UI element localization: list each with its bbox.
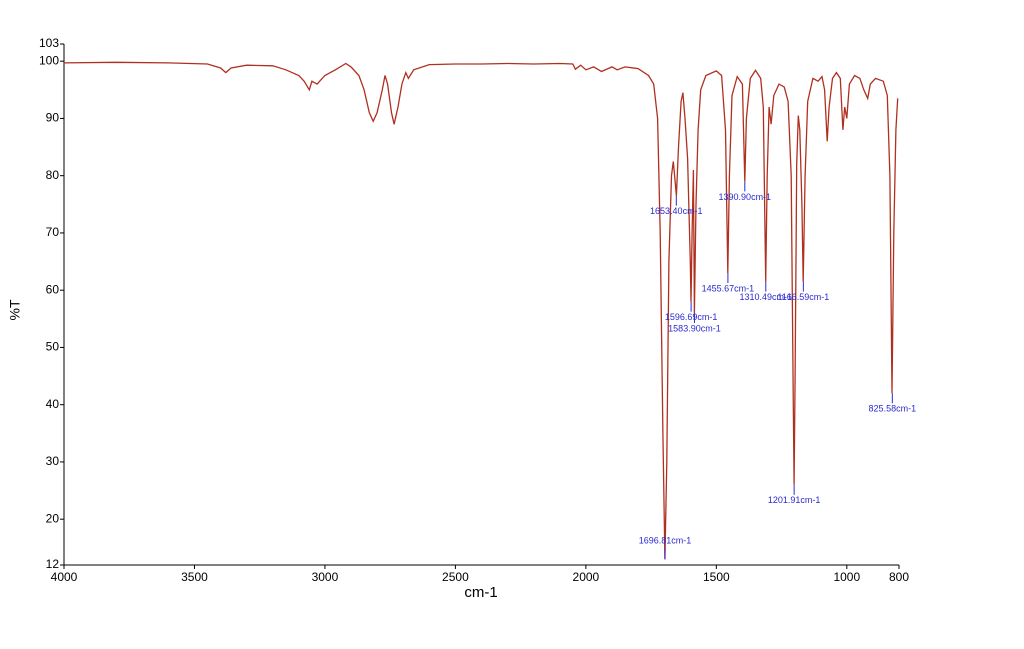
x-tick-label: 4000	[51, 570, 78, 584]
y-tick-label: 20	[46, 511, 60, 525]
y-tick-label: 70	[46, 225, 60, 239]
x-tick-label: 3500	[181, 570, 208, 584]
peak-label: 1653.40cm-1	[650, 206, 703, 216]
y-tick-label: 40	[46, 397, 60, 411]
y-tick-label: 80	[46, 168, 60, 182]
y-tick-label: 90	[46, 111, 60, 125]
peak-label: 1696.81cm-1	[639, 536, 692, 546]
y-tick-label: 100	[39, 53, 59, 67]
x-tick-label: 1000	[833, 570, 860, 584]
peak-label: 1310.49cm-1	[740, 292, 793, 302]
y-tick-label: 12	[46, 557, 60, 571]
x-axis-label: cm-1	[464, 584, 497, 601]
peak-label: 1455.67cm-1	[702, 283, 755, 293]
y-tick-label: 103	[39, 36, 59, 50]
x-tick-label: 3000	[312, 570, 339, 584]
x-tick-label: 2000	[573, 570, 600, 584]
y-tick-label: 30	[46, 454, 60, 468]
x-tick-label: 1500	[703, 570, 730, 584]
peak-label: 1596.69cm-1	[665, 312, 718, 322]
y-axis-label: %T	[7, 299, 23, 320]
x-tick-label: 800	[889, 570, 909, 584]
spectrum-line	[63, 61, 899, 560]
peak-label: 825.58cm-1	[869, 404, 917, 414]
x-tick-label: 2500	[442, 570, 469, 584]
y-tick-label: 60	[46, 282, 60, 296]
peak-label: 1166.59cm-1	[777, 292, 829, 302]
peak-label: 1201.91cm-1	[768, 495, 821, 505]
peak-label: 1583.90cm-1	[668, 323, 721, 333]
peak-label: 1390.90cm-1	[719, 192, 772, 202]
y-tick-label: 50	[46, 340, 60, 354]
